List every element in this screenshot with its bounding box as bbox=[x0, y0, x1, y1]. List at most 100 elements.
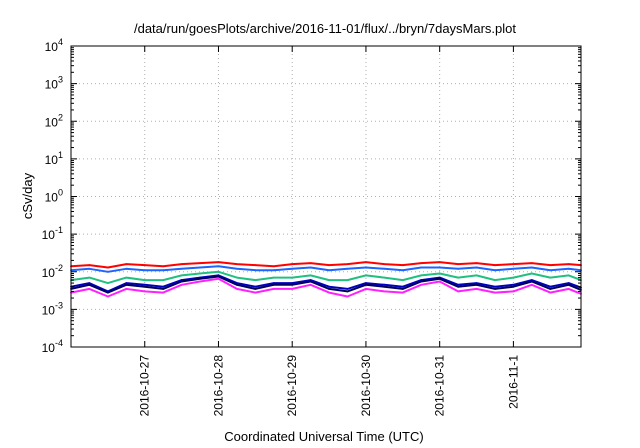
data-point bbox=[475, 282, 478, 284]
data-point bbox=[125, 288, 128, 290]
data-point bbox=[438, 280, 441, 283]
data-point bbox=[494, 291, 496, 294]
data-point bbox=[162, 291, 165, 294]
data-point bbox=[512, 263, 515, 265]
data-point bbox=[383, 263, 386, 265]
data-point bbox=[88, 276, 91, 279]
data-point bbox=[291, 263, 294, 265]
data-point bbox=[420, 266, 423, 269]
y-tick-label: 10-4 bbox=[42, 338, 63, 355]
data-point bbox=[236, 288, 238, 290]
x-tick-label: 2016-10-31 bbox=[433, 355, 447, 417]
data-point bbox=[217, 270, 220, 273]
data-point bbox=[512, 276, 515, 279]
data-point bbox=[365, 274, 367, 277]
data-point bbox=[125, 283, 128, 286]
series-line-2 bbox=[70, 265, 582, 273]
data-point bbox=[199, 272, 201, 275]
data-point bbox=[530, 280, 533, 283]
data-point bbox=[107, 270, 109, 273]
data-point bbox=[217, 275, 220, 278]
data-point bbox=[254, 285, 257, 288]
data-point bbox=[236, 263, 238, 265]
data-point bbox=[162, 285, 165, 288]
data-point bbox=[309, 266, 312, 269]
data-point bbox=[530, 266, 533, 269]
grid-lines bbox=[71, 46, 581, 347]
data-point bbox=[272, 288, 275, 290]
y-axis-ticks: 104 103 102 101 100 10-1 10-2 10-3 10-4 bbox=[42, 37, 581, 355]
y-tick-label: 102 bbox=[45, 112, 63, 129]
data-point bbox=[272, 265, 275, 268]
data-point bbox=[346, 290, 349, 293]
data-point bbox=[180, 283, 183, 286]
data-point bbox=[365, 261, 367, 263]
data-point bbox=[125, 276, 128, 279]
data-point bbox=[254, 291, 257, 294]
data-point bbox=[530, 262, 533, 264]
data-point bbox=[346, 295, 349, 298]
data-point bbox=[438, 272, 441, 275]
data-point bbox=[236, 283, 238, 286]
series-line-1 bbox=[70, 261, 582, 269]
data-point bbox=[272, 276, 275, 279]
data-point bbox=[401, 269, 404, 272]
data-point bbox=[162, 288, 165, 290]
data-point bbox=[254, 264, 257, 266]
data-point bbox=[457, 290, 459, 293]
data-point bbox=[567, 263, 570, 265]
y-tick-label: 103 bbox=[45, 75, 63, 92]
data-point bbox=[457, 263, 459, 265]
data-point bbox=[162, 265, 165, 268]
x-tick-label: 2016-10-30 bbox=[359, 355, 373, 417]
data-point bbox=[328, 285, 330, 288]
data-point bbox=[567, 288, 570, 290]
data-point bbox=[107, 291, 109, 294]
data-point bbox=[309, 279, 312, 281]
data-point bbox=[383, 285, 386, 288]
data-point bbox=[549, 285, 552, 288]
data-point bbox=[494, 288, 496, 290]
data-point bbox=[549, 288, 552, 290]
data-point bbox=[88, 282, 91, 284]
data-point bbox=[217, 277, 220, 280]
data-point bbox=[457, 276, 459, 279]
series-line-3 bbox=[70, 270, 582, 285]
data-point bbox=[328, 264, 330, 266]
data-point bbox=[512, 283, 515, 286]
data-point bbox=[530, 279, 533, 281]
data-point bbox=[475, 288, 478, 290]
data-point bbox=[162, 269, 165, 272]
data-point bbox=[512, 290, 515, 293]
data-point bbox=[107, 282, 109, 284]
data-point bbox=[254, 279, 257, 281]
data-point bbox=[125, 263, 128, 265]
data-point bbox=[328, 288, 330, 290]
data-point bbox=[125, 282, 128, 284]
data-point bbox=[88, 288, 91, 290]
data-point bbox=[291, 282, 294, 284]
data-point bbox=[457, 285, 459, 288]
data-point bbox=[309, 262, 312, 264]
data-point bbox=[438, 261, 441, 263]
data-point bbox=[383, 283, 386, 286]
series-line-4 bbox=[70, 274, 582, 293]
data-point bbox=[475, 266, 478, 269]
data-point bbox=[328, 291, 330, 294]
y-tick-label: 10-1 bbox=[42, 225, 63, 242]
data-point bbox=[125, 267, 128, 270]
data-point bbox=[567, 267, 570, 270]
data-point bbox=[475, 283, 478, 286]
data-point bbox=[420, 274, 423, 277]
data-point bbox=[549, 264, 552, 266]
data-point bbox=[143, 290, 146, 293]
data-point bbox=[420, 280, 423, 283]
data-point bbox=[438, 266, 441, 269]
data-point bbox=[475, 274, 478, 277]
data-point bbox=[143, 279, 146, 281]
data-point bbox=[365, 283, 367, 286]
data-point bbox=[199, 262, 201, 264]
data-point bbox=[254, 288, 257, 290]
data-point bbox=[143, 269, 146, 272]
data-point bbox=[549, 276, 552, 279]
